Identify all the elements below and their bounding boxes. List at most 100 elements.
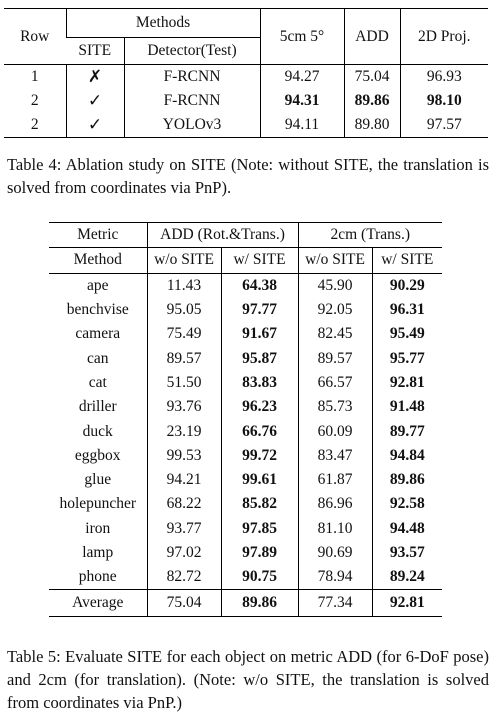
cell-object: camera [75,325,121,343]
cell-2cm-wo: 90.69 [297,540,372,566]
table-row: 2 ✓ YOLOv3 94.11 89.80 97.57 [4,113,488,138]
cell-add-w: 96.23 [220,395,298,420]
cell-2cm-wo: 83.47 [297,443,372,468]
cell-add-w: 97.77 [220,297,298,323]
header-methods: Methods [65,8,260,38]
cell-2cm-wo: 77.34 [297,589,372,617]
cell-object: holepuncher [59,495,137,513]
cell-add-w: 64.38 [220,273,298,298]
cell-object: lamp [82,544,114,561]
cell-object: ape [86,276,109,294]
cell-add-wo: 75.49 [146,322,221,347]
cell-row: 1 [30,68,39,85]
cell-add-wo: 11.43 [146,273,221,298]
cell-add-wo: 95.05 [146,297,221,323]
table-row: 1 ✗ F-RCNN 94.27 75.04 96.93 [4,64,488,89]
table-5-caption: Table 5: Evaluate SITE for each object o… [7,647,489,712]
cell-object: driller [78,398,117,416]
cell-add-wo: 68.22 [146,492,221,517]
table-row: cat 51.50 83.83 66.57 92.81 [49,370,442,396]
cell-2cm-w: 96.31 [371,297,442,323]
cell-object: duck [82,422,113,440]
cell-add-w: 95.87 [220,346,298,371]
cell-add-w: 99.72 [220,443,298,468]
table-row: camera 75.49 91.67 82.45 95.49 [49,322,442,347]
header-row: Row [20,27,50,45]
cell-2cm-w: 89.77 [371,419,442,444]
cell-2cm-wo: 89.57 [297,346,372,371]
header-site: SITE [78,42,112,59]
cell-2cm-w: 90.29 [371,273,442,298]
cell-add-w: 91.67 [220,322,298,347]
cell-add-wo: 75.04 [146,589,221,617]
header-2d-proj: 2D Proj. [399,8,488,65]
cell-2cm-w: 93.57 [371,540,442,566]
cell-2cm-wo: 81.10 [297,516,372,541]
header-metric: Metric [77,226,119,244]
cell-2d: 96.93 [399,64,488,89]
table-row-average: Average 75.04 89.86 77.34 92.81 [49,589,442,617]
cell-add-w: 90.75 [220,565,298,590]
cell-add-w: 83.83 [220,370,298,396]
table-row: glue 94.21 99.61 61.87 89.86 [49,467,442,493]
table-row: driller 93.76 96.23 85.73 91.48 [49,395,442,420]
cell-2cm-w: 92.81 [371,589,442,617]
cell-object: iron [85,519,111,537]
cell-2cm-wo: 92.05 [297,297,372,323]
header-detector: Detector(Test) [123,37,260,65]
cell-add-wo: 23.19 [146,419,221,444]
cell-2cm-wo: 86.96 [297,492,372,517]
table-4-caption: Table 4: Ablation study on SITE (Note: w… [7,155,489,197]
table-row: benchvise 95.05 97.77 92.05 96.31 [49,297,442,323]
table-5-header-row-1: Metric ADD (Rot.&Trans.) 2cm (Trans.) [49,222,442,248]
cell-2cm-w: 95.77 [371,346,442,371]
cell-2cm-wo: 85.73 [297,395,372,420]
table-row: holepuncher 68.22 85.82 86.96 92.58 [49,492,442,517]
cell-2cm-w: 95.49 [371,322,442,347]
cell-2cm-w: 92.81 [371,370,442,396]
table-row: eggbox 99.53 99.72 83.47 94.84 [49,443,442,468]
cell-add-w: 85.82 [220,492,298,517]
cell-row: 2 [30,92,39,109]
cell-add-wo: 82.72 [146,565,221,590]
cell-add-w: 97.85 [220,516,298,541]
table-5-header-row-2: Method w/o SITE w/ SITE w/o SITE w/ SITE [49,247,442,274]
cell-object: phone [78,568,117,586]
cell-object: cat [88,373,107,391]
cell-add-wo: 99.53 [146,443,221,468]
cell-site-check: ✓ [65,89,124,113]
header-add-group: ADD (Rot.&Trans.) [146,222,298,248]
cell-object: can [86,349,109,367]
table-row: can 89.57 95.87 89.57 95.77 [49,346,442,371]
cell-add-wo: 94.21 [146,467,221,493]
cell-add: 89.80 [343,113,400,138]
table-5-body: ape 11.43 64.38 45.90 90.29 benchvise 95.05 97.… [49,273,442,590]
header-2cm-wo-site: w/o SITE [297,247,372,274]
table-4-header-row-2: SITE Detector(Test) [4,37,488,65]
table-row: 2 ✓ F-RCNN 94.31 89.86 98.10 [4,89,488,113]
cell-5cm: 94.31 [259,89,344,113]
table-4-header-row-1: Row Methods 5cm 5° ADD 2D Proj. [4,8,488,65]
cell-add-wo: 93.76 [146,395,221,420]
cell-detector: F-RCNN [123,64,260,89]
cell-2d: 97.57 [399,113,488,138]
header-add: ADD [343,8,400,65]
cell-add-w: 66.76 [220,419,298,444]
cell-2cm-wo: 78.94 [297,565,372,590]
cell-site-check: ✓ [65,113,124,138]
table-4: Row Methods 5cm 5° ADD 2D Proj. SITE Det… [4,8,488,138]
cell-2cm-w: 92.58 [371,492,442,517]
cell-add-wo: 51.50 [146,370,221,396]
table-row: duck 23.19 66.76 60.09 89.77 [49,419,442,444]
cell-site-cross: ✗ [65,64,124,89]
cell-2cm-w: 94.84 [371,443,442,468]
cell-row: 2 [30,116,39,133]
cell-2cm-w: 89.86 [371,467,442,493]
cell-add-wo: 93.77 [146,516,221,541]
cell-add-w: 99.61 [220,467,298,493]
header-2cm-group: 2cm (Trans.) [297,222,442,248]
cell-5cm: 94.11 [259,113,344,138]
table-5: Metric ADD (Rot.&Trans.) 2cm (Trans.) Me… [49,222,442,618]
table-row: ape 11.43 64.38 45.90 90.29 [49,273,442,298]
cell-2d: 98.10 [399,89,488,113]
